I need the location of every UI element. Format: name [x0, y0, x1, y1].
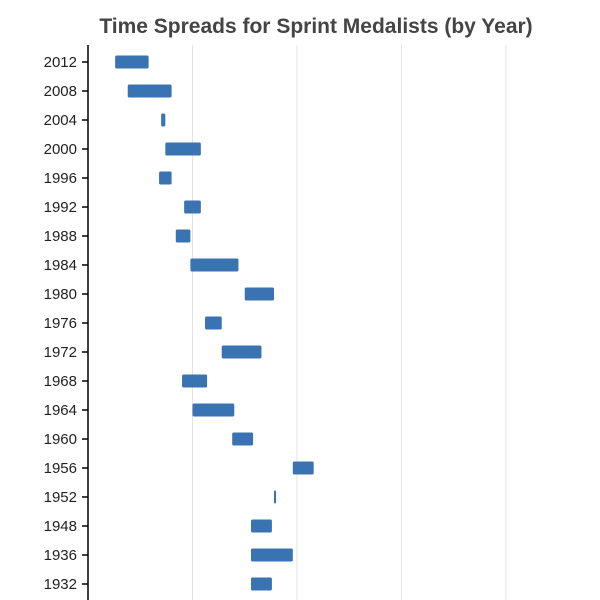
- range-bar-1932: [251, 577, 272, 591]
- range-bar-1936: [251, 548, 293, 562]
- y-tick-label-2000: 2000: [44, 141, 77, 158]
- range-bar-1996: [159, 171, 172, 185]
- y-tick-label-1964: 1964: [44, 402, 77, 419]
- range-bars: [115, 55, 314, 591]
- y-tick-label-1960: 1960: [44, 431, 77, 448]
- y-tick-label-1984: 1984: [44, 257, 77, 274]
- range-bar-1976: [205, 316, 222, 330]
- range-bar-2000: [165, 142, 201, 156]
- y-tick-label-1988: 1988: [44, 228, 77, 245]
- y-tick-label-1992: 1992: [44, 199, 77, 216]
- y-tick-label-1976: 1976: [44, 315, 77, 332]
- range-bar-1968: [182, 374, 208, 388]
- range-bar-1980: [244, 287, 274, 301]
- y-tick-label-1968: 1968: [44, 373, 77, 390]
- y-tick-label-1980: 1980: [44, 286, 77, 303]
- y-tick-label-2012: 2012: [44, 54, 77, 71]
- range-bar-1952: [273, 490, 277, 504]
- chart-title: Time Spreads for Sprint Medalists (by Ye…: [99, 15, 532, 38]
- x-gridlines: [191, 45, 507, 600]
- y-tick-label-1996: 1996: [44, 170, 77, 187]
- range-bar-2008: [127, 84, 172, 98]
- range-bar-1964: [192, 403, 235, 417]
- range-bar-1948: [251, 519, 272, 533]
- y-tick-label-1956: 1956: [44, 460, 77, 477]
- range-bar-1960: [232, 432, 254, 446]
- y-tick-label-1952: 1952: [44, 489, 77, 506]
- range-bar-2012: [115, 55, 149, 69]
- range-bar-1992: [184, 200, 201, 214]
- range-bar-1972: [221, 345, 262, 359]
- y-tick-label-2008: 2008: [44, 83, 77, 100]
- range-bar-1956: [292, 461, 314, 475]
- y-axis-ticks: 2012 2008 2004 2000 1996 1992 1988 1984 1980 1976…: [44, 54, 88, 593]
- range-bar-1988: [175, 229, 191, 243]
- y-tick-label-1948: 1948: [44, 518, 77, 535]
- y-tick-label-1972: 1972: [44, 344, 77, 361]
- y-tick-label-2004: 2004: [44, 112, 77, 129]
- range-bar-1984: [190, 258, 239, 272]
- range-bar-2004: [161, 113, 166, 127]
- y-tick-label-1936: 1936: [44, 547, 77, 564]
- y-tick-label-1932: 1932: [44, 576, 77, 593]
